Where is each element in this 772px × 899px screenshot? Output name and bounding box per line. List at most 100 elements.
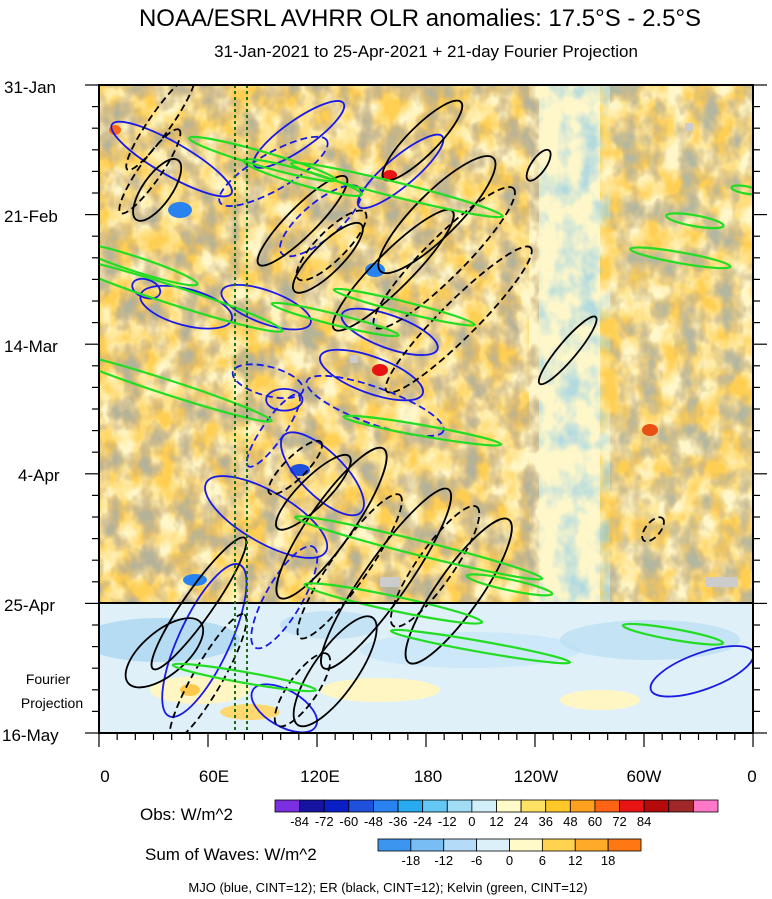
x-tick-label: 60W <box>627 767 662 786</box>
mjo-contour <box>131 277 162 300</box>
er-contour <box>124 617 205 689</box>
colorbar-swatch <box>422 799 448 813</box>
colorbar-swatch <box>377 838 412 852</box>
colorbar-swatch <box>348 799 374 813</box>
projection-label-line2: Projection <box>21 695 83 711</box>
colorbar-level-label: 0 <box>506 853 513 868</box>
colorbar-swatch <box>471 799 497 813</box>
colorbar-swatch <box>373 799 399 813</box>
kelvin-contour <box>99 256 284 333</box>
chart-subtitle: 31-Jan-2021 to 25-Apr-2021 + 21-day Four… <box>214 42 638 61</box>
obs-colorbar: -84 -72 -60 -48 -36 -24 -12 0 12 24 36 48 60 72 84 <box>274 799 719 829</box>
colorbar-level-label: 48 <box>563 814 577 829</box>
kelvin-contour <box>465 573 554 597</box>
colorbar-level-label: -60 <box>339 814 358 829</box>
y-tick-label: 14-Mar <box>4 337 58 356</box>
colorbar-level-label: -36 <box>389 814 408 829</box>
er-contour <box>372 186 516 330</box>
mjo-contour <box>319 348 424 402</box>
colorbar-swatch <box>476 838 510 852</box>
er-contour <box>275 454 352 531</box>
colorbar-level-label: -18 <box>401 853 420 868</box>
y-tick-label: 16-May <box>2 726 59 745</box>
kelvin-contour <box>294 515 544 581</box>
mjo-contour <box>110 120 233 198</box>
colorbar-swatch <box>443 838 478 852</box>
projection-anomaly-field <box>99 611 740 720</box>
mjo-contour <box>220 283 312 331</box>
er-contour <box>256 175 349 267</box>
y-tick-label: 25-Apr <box>4 596 55 615</box>
colorbar-swatch <box>569 799 596 813</box>
er-contour <box>641 516 665 543</box>
colorbar-swatch <box>496 799 522 813</box>
plot-area <box>85 84 767 747</box>
obs-legend-label: Obs: W/m^2 <box>140 805 233 824</box>
er-contour <box>292 615 378 728</box>
colorbar-level-label: -12 <box>434 853 453 868</box>
colorbar-swatch <box>594 799 620 813</box>
mjo-contour <box>231 363 305 400</box>
colorbar-swatch <box>692 799 719 813</box>
waves-colorbar: -18 -12 -6 0 6 12 18 <box>377 838 642 868</box>
y-tick-label: 31-Jan <box>4 78 56 97</box>
er-contour <box>267 439 323 496</box>
colorbar-level-label: 12 <box>489 814 503 829</box>
er-contour <box>168 613 248 733</box>
mjo-contour <box>204 475 329 559</box>
colorbar-level-label: -6 <box>471 853 483 868</box>
colorbar-swatch <box>520 799 547 813</box>
colorbar-level-label: 18 <box>601 853 615 868</box>
er-contour <box>525 148 552 182</box>
er-contour <box>292 221 364 294</box>
colorbar-level-label: -24 <box>413 814 432 829</box>
er-contour <box>377 155 497 275</box>
colorbar-swatch <box>410 838 445 852</box>
mjo-contour <box>649 645 753 698</box>
colorbar-swatch <box>541 838 576 852</box>
x-tick-label: 180 <box>414 767 442 786</box>
colorbar-swatch <box>619 799 645 813</box>
colorbar-swatch <box>509 838 543 852</box>
er-contour <box>384 245 533 394</box>
kelvin-contour <box>290 161 504 219</box>
colorbar-swatch <box>299 799 325 813</box>
colorbar-swatch <box>545 799 571 813</box>
chart-title: NOAA/ESRL AVHRR OLR anomalies: 17.5°S - … <box>139 5 701 32</box>
er-contour <box>125 85 197 171</box>
kelvin-contour <box>389 628 572 665</box>
colorbar-swatch <box>446 799 473 813</box>
mjo-contour <box>305 374 445 437</box>
kelvin-contour <box>665 212 725 230</box>
colorbar-swatch <box>643 799 670 813</box>
kelvin-contour <box>342 414 503 447</box>
mjo-contour <box>250 545 319 650</box>
colorbar-level-label: -72 <box>315 814 334 829</box>
colorbar-level-label: 84 <box>637 814 651 829</box>
colorbar-level-label: 72 <box>612 814 626 829</box>
kelvin-contour <box>171 662 318 693</box>
colorbar-swatch <box>323 799 350 813</box>
colorbar-level-label: 24 <box>514 814 528 829</box>
er-contour <box>320 487 452 670</box>
colorbar-swatch <box>668 799 694 813</box>
kelvin-contour <box>303 582 484 625</box>
colorbar-level-label: -84 <box>290 814 309 829</box>
kelvin-contour <box>99 351 273 423</box>
mjo-contour <box>280 431 365 517</box>
axis-ticks <box>85 84 767 747</box>
er-contour <box>295 209 368 282</box>
kelvin-contour <box>629 246 732 270</box>
colorbar-level-label: 12 <box>568 853 582 868</box>
kelvin-contour <box>99 241 199 287</box>
waves-legend-label: Sum of Waves: W/m^2 <box>145 845 317 864</box>
obs-anomaly-field <box>99 85 753 603</box>
x-tick-label: 0 <box>100 767 109 786</box>
colorbar-level-label: -48 <box>364 814 383 829</box>
colorbar-level-label: 0 <box>468 814 475 829</box>
colorbar-swatch <box>607 838 642 852</box>
er-contour <box>296 493 403 640</box>
colorbar-swatch <box>574 838 609 852</box>
kelvin-contour <box>332 287 476 327</box>
